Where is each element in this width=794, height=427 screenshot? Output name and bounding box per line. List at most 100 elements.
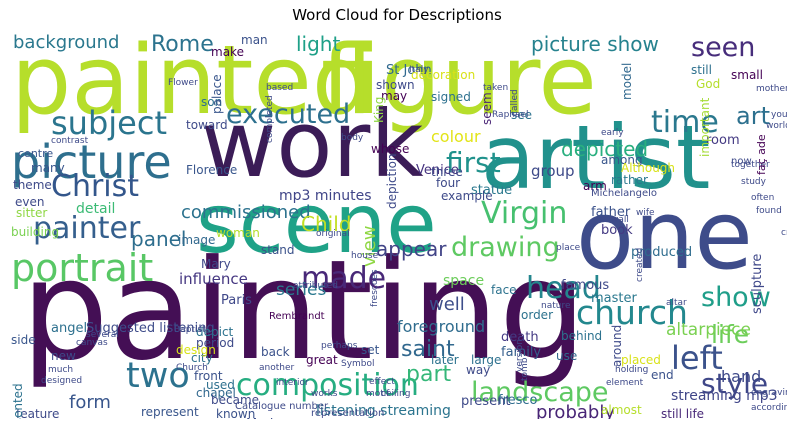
word-body: body — [341, 133, 364, 143]
word-figure: figure — [321, 34, 597, 136]
word-canvas: canvas — [76, 338, 108, 348]
word-probably: probably — [536, 402, 615, 420]
word-called: called — [510, 89, 520, 117]
word-flower: Flower — [168, 78, 198, 88]
word-shown: shown — [376, 78, 415, 92]
word-much: much — [48, 365, 74, 375]
word-space: space — [443, 273, 485, 289]
word-catalogue-number: Catalogue number — [235, 401, 329, 412]
word-place: place — [556, 243, 581, 253]
word-fa-ade: faç ade — [755, 134, 768, 176]
word-order: order — [521, 308, 553, 322]
word-florence: Florence — [186, 163, 238, 177]
word-time: time — [651, 105, 719, 140]
word-engraving: engraving — [751, 388, 787, 398]
word-art: art — [736, 102, 770, 130]
word-represented: represented — [11, 384, 25, 419]
word-still: still — [691, 63, 712, 77]
word-still-life: still life — [661, 407, 705, 419]
word-side: side — [11, 333, 36, 347]
word-model: model — [620, 62, 634, 100]
word-signed: signed — [431, 90, 471, 104]
word-picture-show: picture show — [531, 34, 659, 56]
word-element: element — [606, 378, 644, 388]
word-many: many — [31, 161, 65, 175]
word-one: one — [576, 181, 753, 291]
word-depicted: depicted — [561, 137, 649, 161]
word-painter: painter — [33, 211, 141, 246]
word-light: light — [296, 34, 341, 56]
word-world: world — [766, 121, 787, 131]
word-angel: angel — [51, 321, 88, 336]
word-often: often — [751, 193, 775, 203]
word-important: important — [698, 97, 712, 157]
word-use: use — [556, 349, 578, 363]
word-centre: centre — [18, 147, 54, 160]
word-chapel: chapel — [196, 386, 236, 400]
word-scene: scene — [196, 177, 437, 272]
word-detail: detail — [76, 201, 116, 217]
word-colour: colour — [431, 127, 481, 146]
word-listening-streaming: listening streaming — [316, 403, 451, 419]
word-nature: nature — [541, 301, 571, 311]
word-son: son — [201, 95, 223, 109]
word-hand: hand — [721, 367, 762, 386]
word-city: city — [191, 351, 213, 365]
word-made: made — [301, 261, 387, 296]
word-madonna: Madonna — [246, 418, 306, 419]
word-early: early — [601, 128, 624, 138]
word-based: based — [266, 83, 294, 93]
word-woman: woman — [216, 226, 260, 240]
word-portrait: portrait — [11, 246, 154, 290]
word-among: among — [601, 153, 643, 167]
word-father: father — [591, 205, 631, 220]
word-depiction: depiction — [385, 153, 399, 209]
word-completed: completed — [265, 94, 275, 143]
word-influence: influence — [179, 270, 248, 288]
word-ceiling: ceiling — [381, 389, 411, 399]
word-holding: holding — [615, 365, 649, 375]
word-attributed: attributed — [293, 281, 338, 291]
word-family: family — [501, 345, 542, 360]
word-make: make — [211, 45, 244, 59]
word-famous: famous — [561, 278, 610, 293]
word-new: new — [51, 349, 76, 363]
word-drawing: drawing — [451, 232, 560, 263]
word-representation: representation — [311, 408, 385, 419]
word-effect: effect — [369, 377, 395, 387]
word-series: series — [276, 280, 327, 300]
word-perhaps: perhaps — [321, 341, 358, 351]
word-michelangelo: Michelangelo — [591, 188, 658, 199]
word-child: Child — [301, 212, 352, 236]
word-christ: Christ — [51, 169, 140, 204]
word-produced: produced — [631, 245, 693, 260]
word-present: present — [461, 394, 511, 409]
word-four: four — [436, 176, 461, 190]
word-sculpture: sculpture — [750, 253, 765, 315]
word-streaming-mp3: streaming mp3 — [671, 388, 778, 404]
word-several: several — [86, 330, 119, 340]
word-work: work — [201, 91, 424, 198]
word-although: Although — [621, 161, 676, 175]
word-even: even — [15, 195, 45, 209]
word-house: house — [351, 251, 379, 261]
word-appear: appear — [376, 237, 447, 261]
word-end: end — [651, 368, 674, 382]
word-part: part — [406, 362, 452, 387]
word-became: became — [211, 393, 260, 407]
word-baptist: Baptist — [174, 325, 206, 335]
word-another: another — [259, 363, 295, 373]
word-symbol: Symbol — [341, 359, 375, 369]
word-mp3-minutes: mp3 minutes — [279, 188, 372, 204]
word-arm: arm — [583, 179, 607, 193]
word-church: church — [576, 293, 688, 332]
word-image: image — [178, 233, 216, 247]
word-cross: cross — [781, 228, 787, 238]
word-seen: seen — [691, 34, 756, 63]
word-great: great — [306, 353, 338, 367]
word-back: back — [261, 345, 290, 359]
word-example: example — [441, 189, 493, 203]
word-panel: panel — [131, 227, 187, 251]
word-paris: Paris — [221, 293, 252, 308]
word-room: room — [706, 133, 740, 148]
